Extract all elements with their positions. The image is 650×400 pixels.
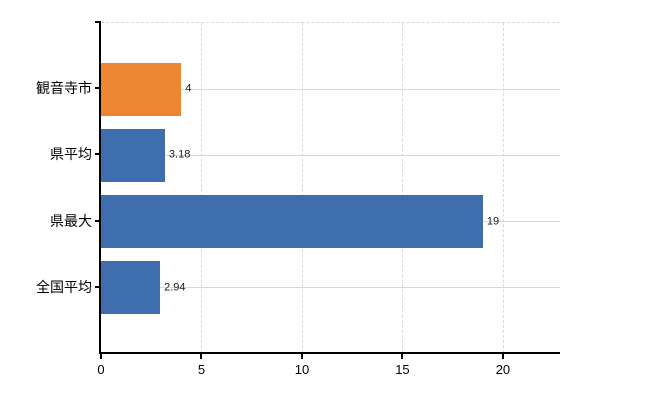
bar xyxy=(101,128,165,182)
category-label: 全国平均 xyxy=(36,278,92,295)
h-gridline xyxy=(101,154,560,156)
v-gridline xyxy=(301,23,303,353)
value-label: 19 xyxy=(486,215,500,228)
value-label: 3.18 xyxy=(168,148,191,161)
v-gridline xyxy=(402,23,404,353)
bar xyxy=(101,62,182,116)
category-label: 県最大 xyxy=(50,212,92,229)
category-label: 県平均 xyxy=(50,146,92,163)
v-gridline xyxy=(201,23,203,353)
x-tick xyxy=(200,353,203,359)
y-tick xyxy=(95,219,101,222)
x-tick xyxy=(100,353,102,359)
x-tick-label: 10 xyxy=(294,362,310,377)
h-gridline xyxy=(101,287,560,289)
bar xyxy=(101,195,483,249)
x-tick-label: 15 xyxy=(395,362,410,377)
x-tick xyxy=(501,353,504,359)
x-axis-line xyxy=(99,352,560,354)
y-tick xyxy=(95,153,101,156)
x-tick xyxy=(401,353,404,359)
x-tick-label: 20 xyxy=(495,362,511,377)
v-gridline xyxy=(502,23,504,353)
category-label: 観音寺市 xyxy=(36,80,92,97)
value-label: 2.94 xyxy=(164,281,186,294)
bar xyxy=(101,261,161,315)
x-tick-label: 5 xyxy=(197,362,206,377)
x-tick xyxy=(300,353,303,359)
h-gridline xyxy=(101,88,560,90)
y-tick xyxy=(95,87,101,90)
value-label: 4 xyxy=(185,82,192,95)
plot-area: 4 3.18 19 2.94 xyxy=(101,22,560,353)
y-tick xyxy=(95,21,101,23)
y-tick xyxy=(95,285,101,288)
y-axis-line xyxy=(99,21,101,353)
x-tick-label: 0 xyxy=(97,362,105,377)
